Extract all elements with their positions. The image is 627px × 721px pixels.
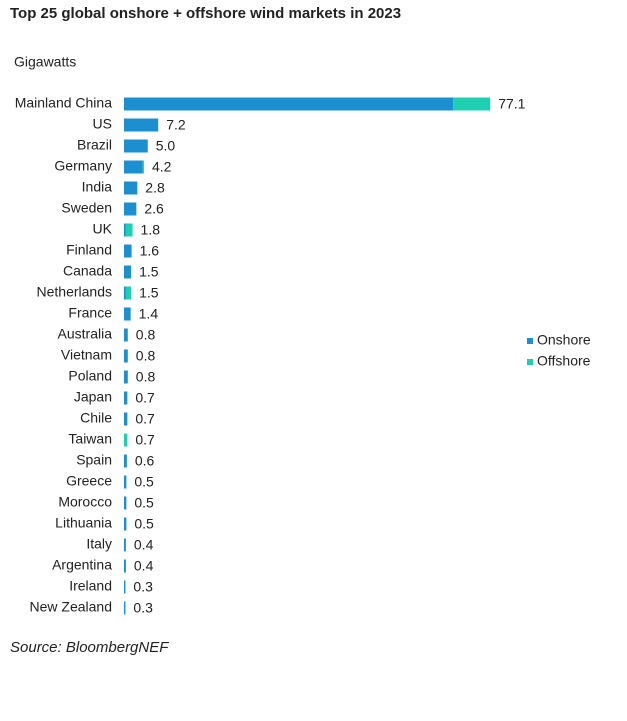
total-label: 0.8 [136, 369, 156, 385]
total-label: 0.4 [134, 558, 154, 574]
total-label: 1.6 [140, 243, 160, 259]
bar-segment [124, 286, 126, 300]
total-label: 0.6 [135, 453, 155, 469]
total-label: 77.1 [498, 96, 525, 112]
y-tick-label: Chile [80, 410, 112, 426]
total-label: 0.3 [133, 579, 153, 595]
total-label: 0.3 [133, 600, 153, 616]
bar-segment [124, 202, 137, 216]
total-label: 0.7 [135, 411, 155, 427]
bar-segment [124, 559, 126, 573]
y-tick-label: Lithuania [55, 515, 112, 531]
y-tick-label: France [68, 305, 112, 321]
total-label: 0.4 [134, 537, 154, 553]
y-tick-label: UK [93, 221, 113, 237]
y-tick-label: Greece [66, 473, 112, 489]
bar-segment [142, 160, 144, 174]
bar-segment [124, 370, 128, 384]
total-label: 5.0 [156, 138, 176, 154]
bar-segment [124, 601, 126, 615]
bar-segment [453, 97, 491, 111]
y-tick-label: Netherlands [37, 284, 113, 300]
bar-segment [124, 475, 127, 489]
total-label: 1.5 [139, 285, 159, 301]
total-label: 1.5 [139, 264, 159, 280]
bar-segment [124, 538, 126, 552]
total-label: 2.8 [145, 180, 165, 196]
y-tick-label: Argentina [52, 557, 112, 573]
source: Source: BloombergNEF [10, 639, 169, 656]
bar-segment [124, 181, 138, 195]
bar-segment [124, 517, 127, 531]
bar-segment [124, 265, 132, 279]
y-tick-label: Vietnam [61, 347, 112, 363]
bar-segment [124, 244, 132, 258]
bar-segment [124, 412, 128, 426]
total-label: 0.5 [134, 495, 154, 511]
y-tick-label: Mainland China [15, 95, 112, 111]
unit-label: Gigawatts [14, 54, 76, 70]
y-tick-label: Finland [66, 242, 112, 258]
y-tick-label: US [93, 116, 112, 132]
bar-segment [124, 97, 454, 111]
y-tick-label: Brazil [77, 137, 112, 153]
total-label: 0.5 [134, 474, 154, 490]
legend-swatch [527, 338, 533, 344]
bar-segment [125, 286, 132, 300]
y-tick-label: Italy [86, 536, 112, 552]
y-tick-label: Morocco [58, 494, 112, 510]
y-tick-label: Australia [58, 326, 113, 342]
total-label: 4.2 [152, 159, 172, 175]
bar-segment [124, 391, 128, 405]
y-tick-label: India [82, 179, 113, 195]
bar-segment [124, 307, 131, 321]
y-tick-label: Sweden [61, 200, 112, 216]
y-tick-label: Germany [54, 158, 112, 174]
y-tick-label: Canada [63, 263, 112, 279]
y-tick-label: Poland [68, 368, 112, 384]
bar-segment [125, 223, 133, 237]
total-label: 0.5 [134, 516, 154, 532]
bar-segment [124, 160, 143, 174]
total-label: 1.4 [139, 306, 159, 322]
bar-segment [124, 349, 128, 363]
total-label: 1.8 [141, 222, 161, 238]
total-label: 0.8 [136, 348, 156, 364]
total-label: 2.6 [144, 201, 164, 217]
legend-label: Onshore [537, 332, 591, 348]
chart-title: Top 25 global onshore + offshore wind ma… [10, 5, 401, 22]
bar-segment [124, 139, 148, 153]
y-tick-label: Japan [74, 389, 112, 405]
total-label: 0.8 [136, 327, 156, 343]
total-label: 0.7 [135, 390, 155, 406]
bar-segment [124, 496, 127, 510]
total-label: 0.7 [135, 432, 155, 448]
bar-segment [124, 454, 127, 468]
bar-segment [124, 580, 126, 594]
y-tick-label: New Zealand [30, 599, 113, 615]
bar-segment [124, 433, 128, 447]
y-tick-label: Taiwan [68, 431, 112, 447]
bar-segment [124, 118, 159, 132]
bar-segment [124, 328, 128, 342]
y-tick-label: Ireland [69, 578, 112, 594]
y-tick-label: Spain [76, 452, 112, 468]
legend-swatch [527, 359, 533, 365]
legend-label: Offshore [537, 353, 591, 369]
total-label: 7.2 [166, 117, 186, 133]
bar-segment [124, 223, 126, 237]
